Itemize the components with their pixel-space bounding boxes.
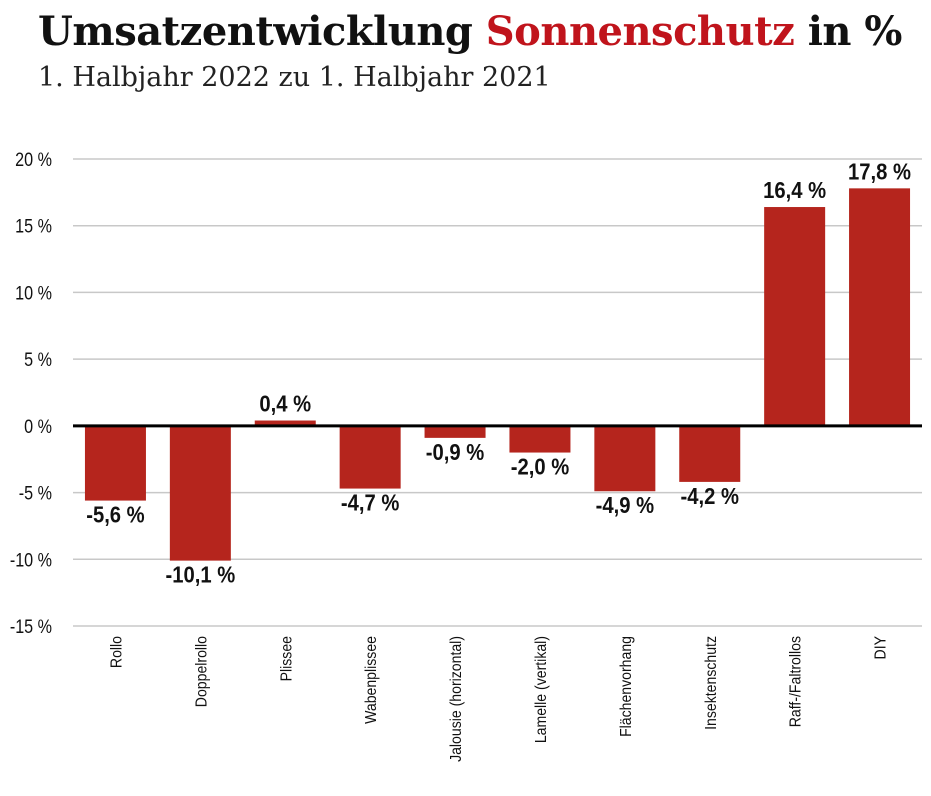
data-label: 0,4 % [259, 390, 311, 417]
data-label: -0,9 % [426, 439, 484, 466]
x-tick-label: Raff-/Faltrollos [787, 636, 805, 727]
bar [509, 425, 571, 453]
y-tick-label: 20 % [15, 149, 52, 171]
y-tick-label: 5 % [24, 349, 52, 371]
bar [679, 425, 741, 482]
title-part-3: in % [794, 8, 903, 55]
data-label: -5,6 % [86, 501, 144, 528]
bar [849, 188, 911, 426]
y-tick-label: 15 % [15, 215, 52, 237]
y-tick-label: -10 % [10, 549, 52, 571]
title-part-1: Umsatzentwicklung [38, 8, 486, 55]
data-label: 16,4 % [763, 177, 826, 204]
bar [594, 425, 656, 492]
x-tick-label: Rollo [108, 636, 126, 668]
y-tick-label: 0 % [24, 416, 52, 438]
data-label: 17,8 % [848, 158, 911, 185]
bar [764, 207, 826, 426]
bar [254, 420, 316, 426]
bar [169, 425, 231, 561]
data-label: -4,7 % [341, 489, 399, 516]
x-tick-label: Wabenplissee [362, 636, 380, 724]
bar [84, 425, 146, 501]
x-tick-label: Flächenvorhang [617, 636, 635, 737]
y-tick-label: 10 % [15, 282, 52, 304]
y-tick-label: -15 % [10, 616, 52, 638]
bar [339, 425, 401, 489]
x-tick-label: Plissee [277, 636, 295, 681]
data-label: -10,1 % [165, 561, 235, 588]
data-label: -4,2 % [681, 483, 739, 510]
x-tick-label: Lamelle (vertikal) [532, 636, 550, 743]
bar [424, 425, 486, 438]
x-tick-label: Jalousie (horizontal) [447, 636, 465, 762]
data-label: -2,0 % [511, 453, 569, 480]
chart-subtitle: 1. Halbjahr 2022 zu 1. Halbjahr 2021 [38, 62, 551, 93]
x-tick-label: Doppelrollo [193, 636, 211, 707]
data-label: -4,9 % [596, 492, 654, 519]
chart-title: Umsatzentwicklung Sonnenschutz in % [38, 8, 902, 55]
x-tick-label: DIY [872, 636, 890, 659]
y-tick-label: -5 % [19, 482, 52, 504]
title-accent: Sonnenschutz [485, 8, 795, 55]
x-tick-label: Insektenschutz [702, 636, 720, 730]
